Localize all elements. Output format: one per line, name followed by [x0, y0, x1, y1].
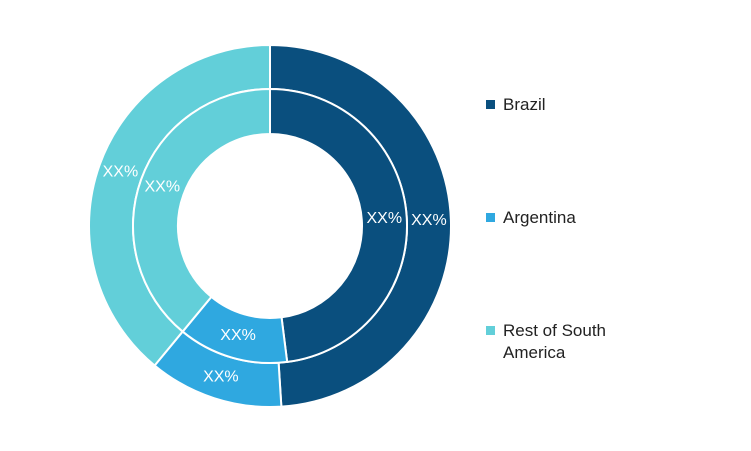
legend-item: Rest of South America — [486, 320, 643, 364]
data-label: XX% — [144, 178, 180, 195]
data-label: XX% — [411, 212, 447, 229]
legend-swatch — [486, 326, 495, 335]
data-label: XX% — [220, 327, 256, 344]
legend-label: Argentina — [503, 208, 576, 227]
data-label: XX% — [203, 368, 239, 385]
donut-slice — [269, 87, 408, 364]
legend-swatch — [486, 100, 495, 109]
legend-item: Argentina — [486, 207, 643, 229]
legend-swatch — [486, 213, 495, 222]
data-label: XX% — [103, 163, 139, 180]
donut-slice — [132, 87, 271, 333]
legend-item: Brazil — [486, 94, 643, 116]
legend-label: Rest of South America — [503, 321, 607, 362]
data-label: XX% — [366, 210, 402, 227]
legend-label: Brazil — [503, 95, 546, 114]
